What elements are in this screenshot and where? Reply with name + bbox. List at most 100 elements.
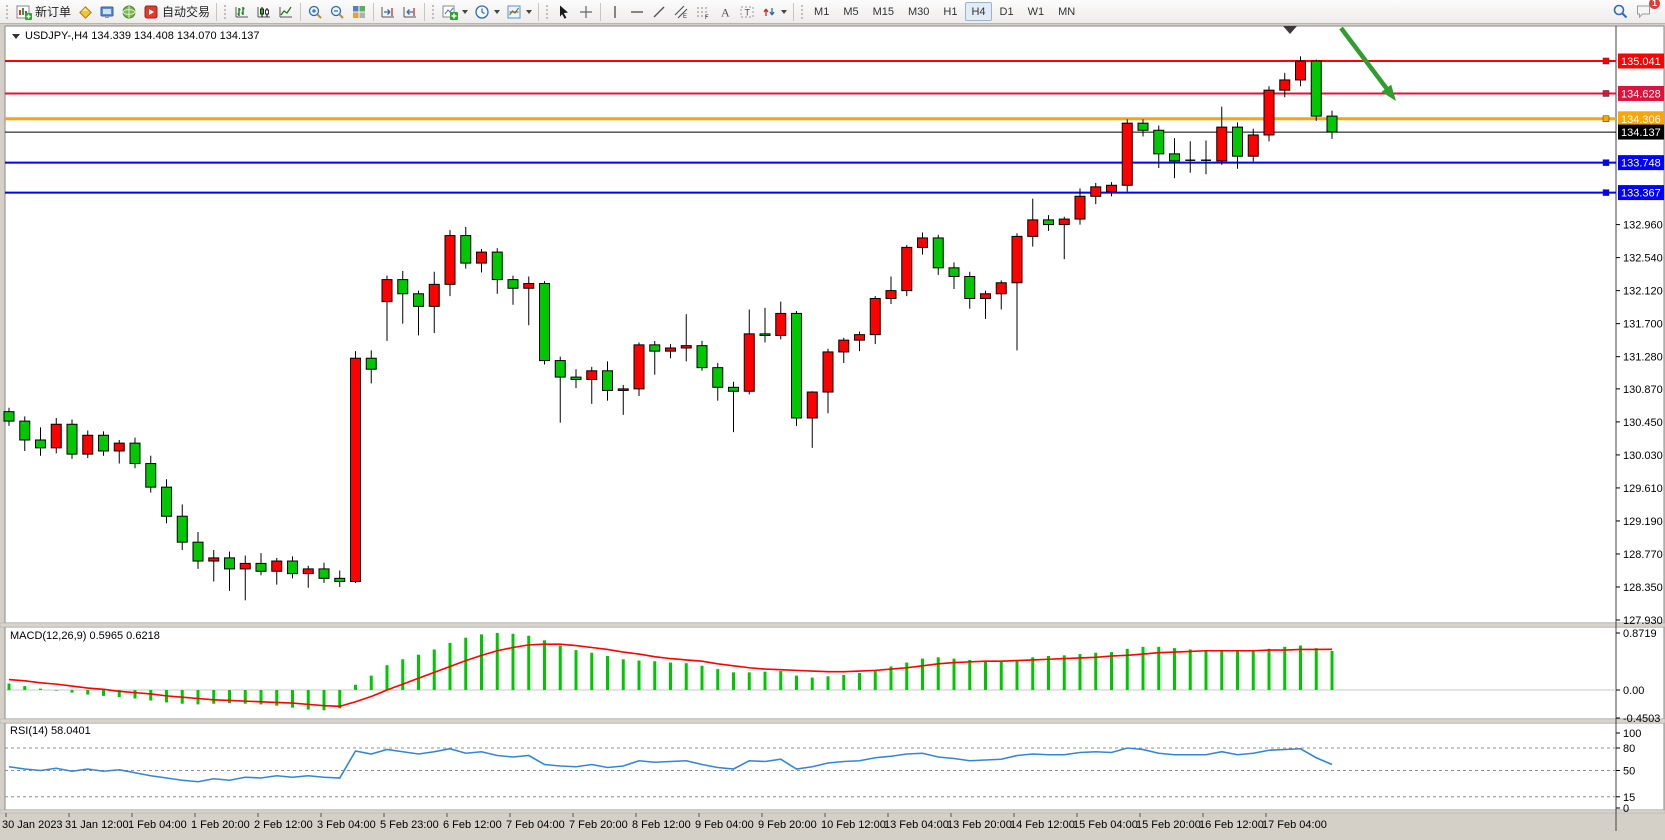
toolbar-grip[interactable]: [5, 3, 10, 20]
auto-scroll-button[interactable]: [377, 1, 399, 22]
toolbar-grip[interactable]: [800, 3, 806, 20]
gem-icon: [79, 5, 92, 19]
candle-body: [145, 463, 157, 488]
text-label-tool-button[interactable]: T: [736, 1, 758, 22]
toolbar-grip[interactable]: [431, 3, 437, 20]
market-watch-button[interactable]: [96, 1, 118, 22]
arrow-objects-icon: [763, 7, 775, 16]
autotrade-label: 自动交易: [162, 5, 211, 19]
price-line-label: 135.041: [1621, 56, 1661, 68]
macd-histogram-layer: [7, 632, 1334, 711]
candle-body: [869, 297, 881, 336]
cursor-icon: [560, 5, 569, 19]
autotrade-button[interactable]: 自动交易: [140, 1, 213, 22]
bar-chart-type-button[interactable]: [231, 1, 253, 22]
chart-canvas[interactable]: 132.960 132.540 132.120 131.700 131.280 130.8…: [0, 24, 1665, 840]
zoom-out-button[interactable]: [326, 1, 348, 22]
timeframe-h4[interactable]: H4: [965, 2, 992, 21]
candle-chart-type-button[interactable]: [253, 1, 275, 22]
timeframe-mn[interactable]: MN: [1058, 5, 1076, 18]
time-label: 7 Feb 04:00: [506, 819, 565, 831]
price-tick-label: 132.120: [1623, 286, 1663, 298]
tile-windows-button[interactable]: [348, 1, 370, 22]
trendline-tool-button[interactable]: [648, 1, 670, 22]
candle-body: [728, 386, 739, 392]
vertical-line-tool-button[interactable]: [604, 1, 626, 22]
timeframe-m1[interactable]: M1: [814, 5, 830, 18]
timeframe-m5[interactable]: M5: [843, 5, 859, 18]
candle-body: [901, 246, 913, 292]
time-axis[interactable]: 30 Jan 2023 31 Jan 12:00 1 Feb 04:00 1 Feb …: [2, 813, 1327, 831]
price-tick-label: 127.930: [1623, 615, 1663, 627]
panel-divider[interactable]: [0, 718, 1665, 724]
new-order-button[interactable]: 新订单: [13, 1, 74, 22]
candle-body: [350, 357, 361, 582]
templates-button[interactable]: [503, 1, 535, 22]
candle-body: [586, 370, 598, 380]
timeframe-h1[interactable]: H1: [943, 5, 958, 18]
toolbar-separator: [216, 2, 218, 21]
candle-body: [1295, 60, 1306, 81]
toolbar-grip[interactable]: [223, 3, 229, 20]
rsi-scale-label: 15: [1623, 792, 1635, 804]
chart-dropdown-icon[interactable]: [12, 33, 20, 39]
candle-body: [1090, 186, 1102, 197]
chart-shift-button[interactable]: [399, 1, 421, 22]
text-tool-button[interactable]: A: [714, 1, 736, 22]
price-line-label: 134.306: [1621, 114, 1661, 126]
hline-layer: [5, 57, 1616, 196]
candle-body: [806, 391, 818, 419]
search-icon: [1613, 4, 1628, 19]
price-line-label: 133.367: [1621, 188, 1661, 200]
candle-body: [948, 267, 960, 277]
candle-body: [1326, 115, 1338, 133]
timeframe-m15[interactable]: M15: [872, 5, 894, 18]
panel-divider[interactable]: [0, 622, 1665, 628]
macd-scale: 0.8719 0.00 -0.4503: [1616, 628, 1660, 725]
arrow-annotation[interactable]: [1339, 26, 1396, 101]
metaeditor-button[interactable]: [74, 1, 96, 22]
price-tick-label: 128.350: [1623, 582, 1663, 594]
candle-body: [3, 411, 15, 422]
line-chart-type-button[interactable]: [275, 1, 297, 22]
candle-body: [1232, 126, 1243, 157]
macd-scale-label: 0.00: [1623, 685, 1644, 697]
timeframe-w1[interactable]: W1: [1027, 5, 1045, 18]
timeframe-d1[interactable]: D1: [999, 5, 1014, 18]
channel-tool-button[interactable]: E: [670, 1, 692, 22]
candle-body: [82, 434, 94, 455]
periods-button[interactable]: [471, 1, 503, 22]
panel-divider[interactable]: [0, 809, 1665, 814]
toolbar-grip[interactable]: [545, 3, 551, 20]
price-line-label: 134.137: [1621, 127, 1661, 139]
candle-body: [1027, 219, 1039, 237]
candle-body: [523, 283, 535, 289]
signals-button[interactable]: [118, 1, 140, 22]
search-button[interactable]: [1609, 1, 1632, 22]
candle-body: [161, 486, 172, 517]
candle-body: [428, 283, 440, 307]
notifications-button[interactable]: 1: [1632, 0, 1660, 22]
time-label: 31 Jan 12:00: [65, 819, 129, 831]
candle-body: [1263, 89, 1275, 136]
arrow-head: [1381, 84, 1396, 101]
price-tick-label: 132.540: [1623, 253, 1663, 265]
arrows-tool-button[interactable]: [758, 1, 790, 22]
crosshair-tool-button[interactable]: [575, 1, 597, 22]
price-line-label-bg: [1618, 111, 1664, 127]
horizontal-line-tool-button[interactable]: [626, 1, 648, 22]
trendline-icon: [653, 6, 665, 17]
fibonacci-tool-button[interactable]: F: [692, 1, 714, 22]
candle-body: [491, 251, 503, 281]
time-label: 1 Feb 20:00: [191, 819, 250, 831]
indicators-button[interactable]: [439, 1, 471, 22]
candle-body: [255, 562, 267, 572]
candle-body: [838, 339, 850, 353]
candle-body: [633, 344, 645, 390]
timeframe-m30[interactable]: M30: [908, 5, 930, 18]
zoom-in-button[interactable]: [304, 1, 326, 22]
cursor-tool-button[interactable]: [553, 1, 575, 22]
price-line-label-bg: [1618, 85, 1664, 101]
candle-body: [444, 235, 456, 285]
chart-shift-icon: [403, 6, 417, 17]
